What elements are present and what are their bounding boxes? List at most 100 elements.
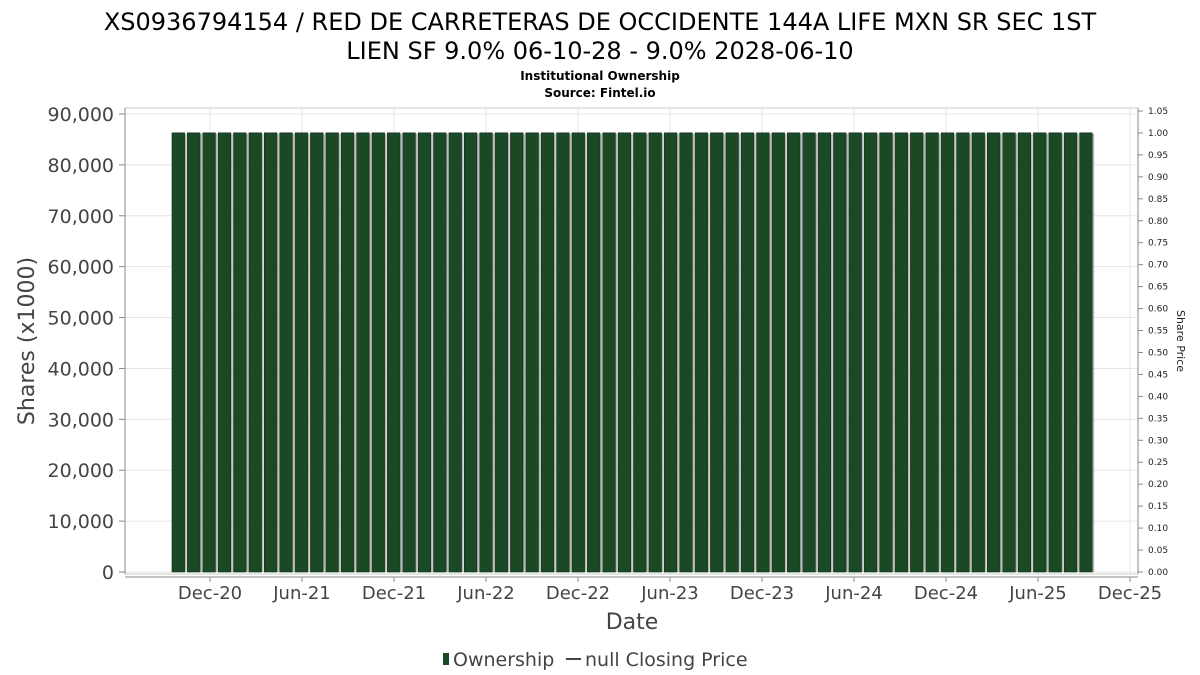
y-tick-label: 30,000 (48, 409, 114, 431)
ownership-bar (356, 132, 370, 573)
y2-axis: 0.00 0.05 0.10 0.15 0.20 0.25 0.30 0.35 0.40 0.45… (1137, 107, 1168, 578)
ownership-bar (510, 132, 524, 573)
x-tick-label: Jun-25 (1008, 583, 1067, 604)
ownership-bar (448, 132, 462, 573)
ownership-bar (863, 132, 878, 573)
ownership-bar (971, 132, 985, 573)
ownership-bar (894, 132, 908, 573)
ownership-bar (479, 132, 493, 573)
ownership-bar (1017, 132, 1031, 573)
y2-tick-label: 0.90 (1148, 173, 1168, 183)
ownership-bar (340, 132, 355, 573)
ownership-bar (371, 132, 385, 573)
y2-tick-label: 1.00 (1148, 129, 1168, 139)
ownership-bar (525, 132, 539, 573)
ownership-bar (910, 132, 924, 573)
ownership-bar (802, 132, 816, 573)
chart-title-line-1: XS0936794154 / RED DE CARRETERAS DE OCCI… (104, 8, 1097, 36)
ownership-bar (417, 132, 432, 573)
x-axis-label: Date (606, 610, 659, 635)
ownership-bar (279, 132, 293, 573)
y-tick-label: 50,000 (48, 308, 114, 330)
y2-axis-label: Share Price (1174, 310, 1187, 372)
ownership-bar (294, 132, 308, 573)
ownership-bar (171, 132, 185, 573)
y2-tick-label: 0.95 (1148, 151, 1168, 161)
y2-tick-label: 1.05 (1148, 107, 1168, 117)
ownership-bar (987, 132, 1001, 573)
y2-tick-label: 0.65 (1148, 283, 1168, 293)
ownership-bar (325, 132, 339, 573)
ownership-bar (663, 132, 678, 573)
x-tick-label: Jun-24 (824, 583, 883, 604)
ownership-bar (602, 132, 616, 573)
y2-tick-label: 0.10 (1148, 524, 1168, 534)
y2-tick-label: 0.40 (1148, 392, 1168, 402)
y-tick-label: 60,000 (48, 257, 114, 279)
y2-tick-label: 0.85 (1148, 195, 1168, 205)
y2-tick-label: 0.35 (1148, 414, 1168, 424)
ownership-bar (387, 132, 401, 573)
y2-tick-label: 0.20 (1148, 480, 1168, 490)
ownership-bar (940, 132, 955, 573)
y2-tick-label: 0.15 (1148, 502, 1168, 512)
ownership-bar (1079, 132, 1093, 573)
chart-title-line-2: LIEN SF 9.0% 06-10-28 - 9.0% 2028-06-10 (346, 37, 853, 65)
ownership-bar (556, 132, 570, 573)
y2-tick-label: 0.55 (1148, 327, 1168, 337)
ownership-bar (248, 132, 262, 573)
x-tick-label: Dec-24 (914, 583, 978, 604)
ownership-bar (648, 132, 662, 573)
y2-tick-label: 0.70 (1148, 261, 1168, 271)
ownership-bar (725, 132, 739, 573)
ownership-bar (1002, 132, 1016, 573)
x-tick-label: Jun-22 (456, 583, 515, 604)
chart-source: Source: Fintel.io (544, 86, 655, 100)
ownership-bar (463, 132, 478, 573)
x-axis: Dec-20 Jun-21 Dec-21 Jun-22 Dec-22 Jun-23 Dec-… (125, 576, 1162, 604)
ownership-bar (771, 132, 785, 573)
x-tick-label: Jun-21 (272, 583, 331, 604)
y-tick-label: 70,000 (48, 206, 114, 228)
ownership-bar (694, 132, 708, 573)
ownership-bar (540, 132, 555, 573)
ownership-bar (710, 132, 724, 573)
y-axis-label: Shares (x1000) (15, 257, 40, 425)
ownership-bar (679, 132, 693, 573)
y-tick-label: 90,000 (48, 104, 114, 126)
ownership-bar (1063, 132, 1078, 573)
ownership-bar (740, 132, 755, 573)
y-tick-label: 20,000 (48, 460, 114, 482)
x-tick-label: Dec-20 (178, 583, 242, 604)
ownership-bar (587, 132, 601, 573)
y2-tick-label: 0.50 (1148, 348, 1168, 358)
x-tick-label: Dec-23 (730, 583, 794, 604)
ownership-bar (1048, 132, 1062, 573)
x-tick-label: Dec-25 (1098, 583, 1162, 604)
legend: Ownership null Closing Price (443, 649, 748, 671)
y-tick-label: 80,000 (48, 155, 114, 177)
ownership-bar (787, 132, 801, 573)
y-tick-label: 0 (102, 562, 114, 584)
ownership-bar (756, 132, 770, 573)
y-tick-label: 10,000 (48, 511, 114, 533)
y2-tick-label: 0.00 (1148, 568, 1168, 578)
ownership-bar (817, 132, 832, 573)
ownership-bar (617, 132, 632, 573)
ownership-bar (633, 132, 647, 573)
y2-tick-label: 0.80 (1148, 217, 1168, 227)
ownership-bars (171, 132, 1095, 573)
ownership-bar (1033, 132, 1047, 573)
x-tick-label: Jun-23 (640, 583, 699, 604)
ownership-bar (202, 132, 216, 573)
legend-ownership-swatch (443, 653, 449, 665)
ownership-bar (217, 132, 232, 573)
ownership-bar (833, 132, 847, 573)
y-tick-label: 40,000 (48, 358, 114, 380)
legend-ownership-label: Ownership (453, 649, 554, 671)
x-tick-label: Dec-21 (362, 583, 426, 604)
ownership-bar (433, 132, 447, 573)
chart-subtitle: Institutional Ownership (520, 69, 680, 83)
ownership-bar (571, 132, 585, 573)
